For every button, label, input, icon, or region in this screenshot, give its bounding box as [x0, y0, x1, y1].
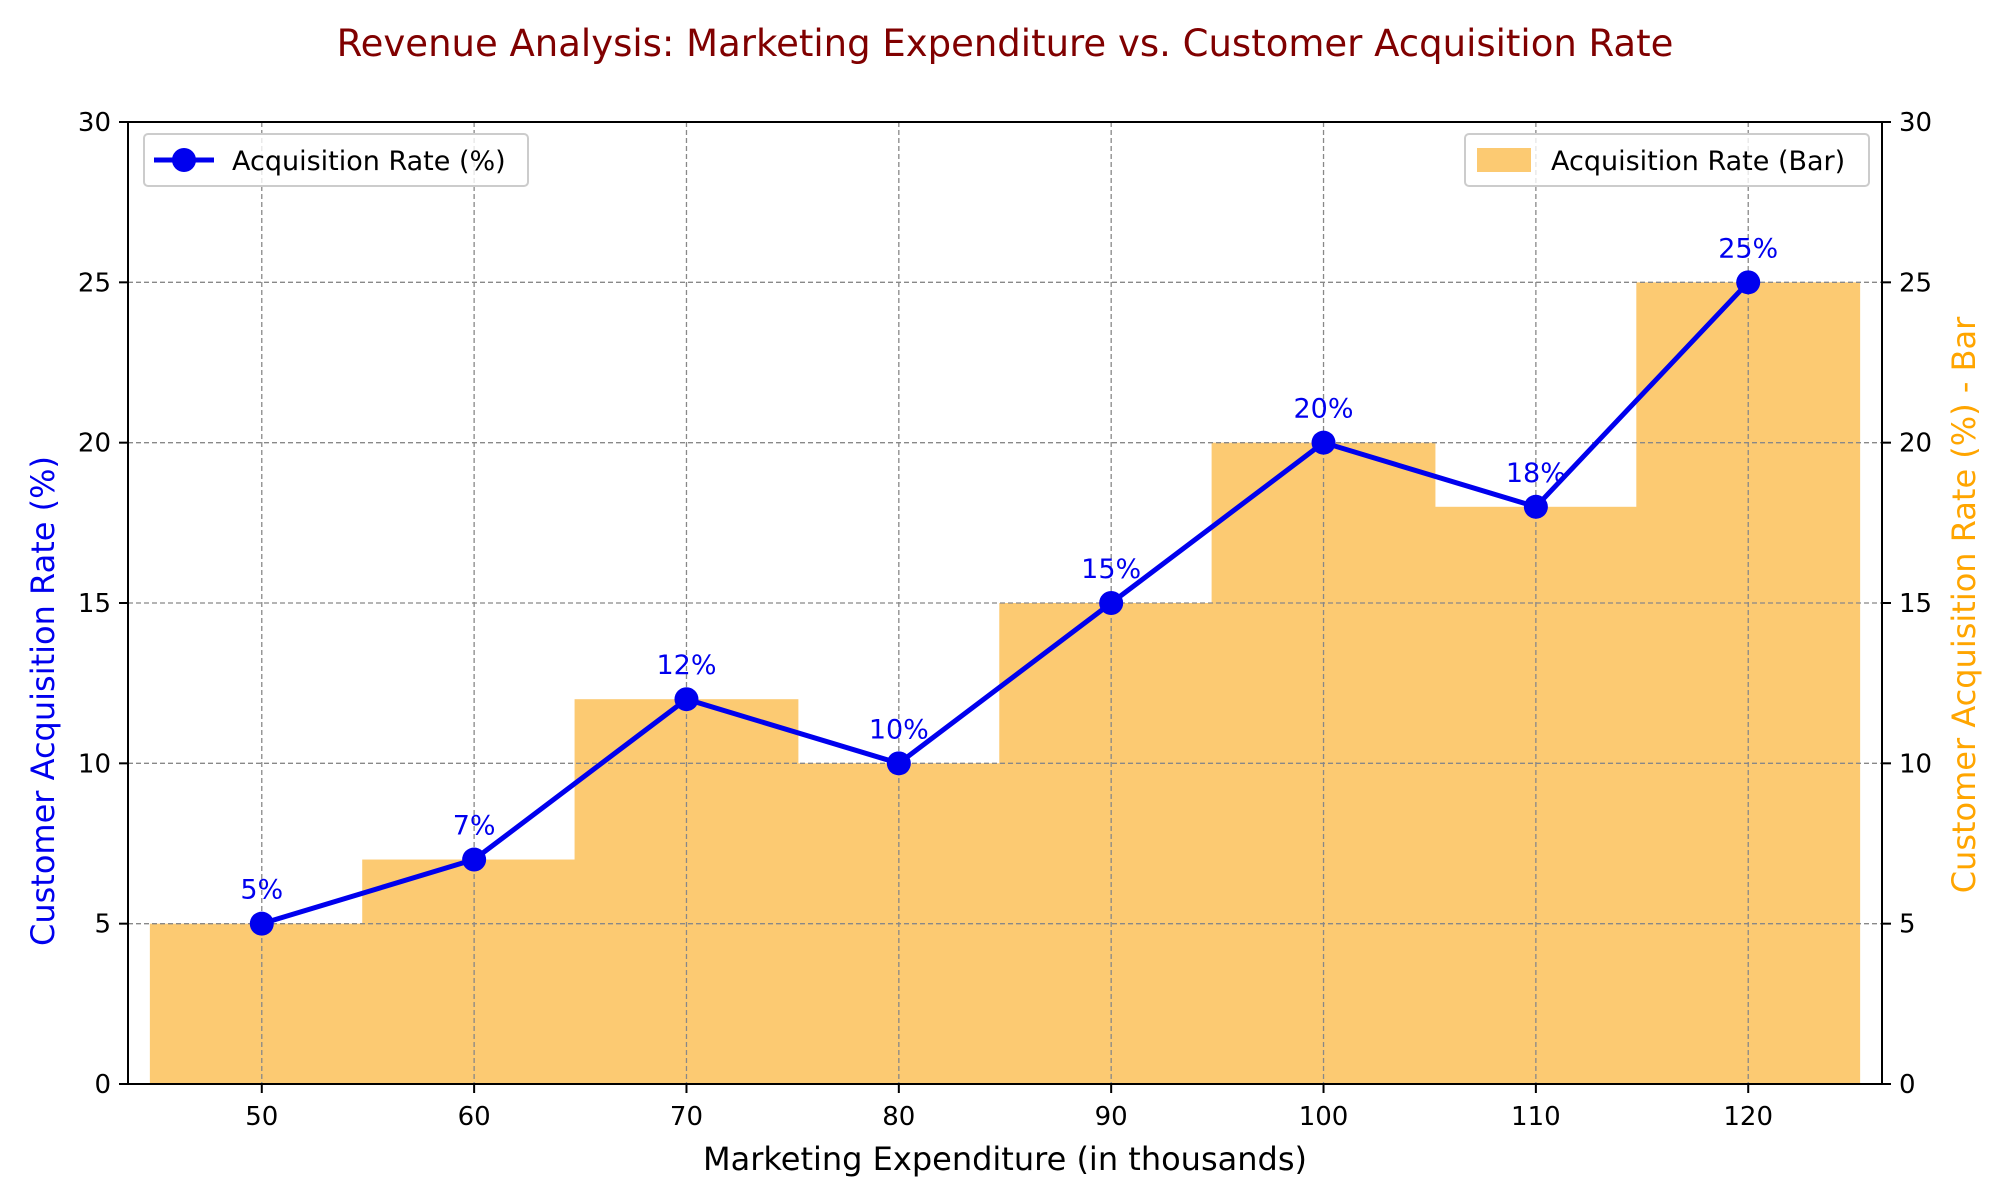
right-y-tick-label-25: 25: [1899, 268, 1932, 298]
line-point-90: [1099, 591, 1124, 615]
line-series-path: [261, 280, 1751, 927]
left-y-tick-label-0: 0: [94, 1070, 111, 1100]
x-axis-label: Marketing Expenditure (in thousands): [703, 1140, 1307, 1178]
legend-line-label: Acquisition Rate (%): [232, 146, 506, 177]
x-tick-label-110: 110: [1511, 1102, 1561, 1132]
line-point-100: [1311, 430, 1336, 455]
x-tick-label-120: 120: [1723, 1102, 1773, 1132]
line-point-80: [886, 751, 911, 776]
left-y-tick-label-5: 5: [94, 910, 111, 940]
legend-line-marker: [172, 148, 196, 172]
left-y-tick-label-30: 30: [78, 108, 111, 138]
right-y-tick-label-5: 5: [1899, 910, 1916, 940]
line-point-70: [674, 687, 699, 712]
x-tick-label-50: 50: [245, 1102, 278, 1132]
x-tick-label-60: 60: [458, 1102, 491, 1132]
data-label-70: 12%: [656, 650, 716, 681]
data-label-60: 7%: [453, 811, 496, 842]
right-y-tick-label-0: 0: [1899, 1070, 1916, 1100]
x-tick-label-80: 80: [882, 1102, 915, 1132]
legend-bar-swatch: [1477, 148, 1531, 172]
line-point-50: [249, 911, 274, 936]
data-label-80: 10%: [869, 714, 929, 745]
x-tick-label-100: 100: [1299, 1102, 1349, 1132]
legend-line-box: [143, 133, 529, 187]
right-y-tick-label-15: 15: [1899, 589, 1932, 619]
axes-layer: 50 60 70 80 90 100 110 120 0 0 5 5 10 10 15 15 20 20 25 25 3…: [78, 108, 1932, 1132]
data-label-90: 15%: [1081, 554, 1141, 585]
data-label-50: 5%: [240, 875, 283, 906]
data-label-110: 18%: [1506, 458, 1566, 489]
line-layer: 5% 7% 12% 10% 15% 20% 18% 25%: [240, 233, 1778, 936]
x-tick-label-70: 70: [670, 1102, 703, 1132]
legend-line-series: Acquisition Rate (%): [143, 133, 529, 187]
grid-layer: [128, 122, 1882, 1084]
left-y-axis-label: Customer Acquisition Rate (%): [24, 456, 62, 946]
x-tick-label-90: 90: [1095, 1102, 1128, 1132]
right-y-axis-label: Customer Acquisition Rate (%) - Bar: [1945, 316, 1983, 893]
left-y-tick-label-10: 10: [78, 749, 111, 779]
left-y-tick-label-20: 20: [78, 429, 111, 459]
line-point-60: [462, 847, 487, 872]
left-y-tick-label-25: 25: [78, 268, 111, 298]
line-point-120: [1736, 270, 1761, 295]
right-y-tick-label-20: 20: [1899, 429, 1932, 459]
legend-bar-box: [1464, 133, 1870, 187]
left-y-tick-label-15: 15: [78, 589, 111, 619]
chart-title: Revenue Analysis: Marketing Expenditure …: [337, 22, 1674, 65]
data-label-120: 25%: [1718, 233, 1778, 264]
legend-bar-label: Acquisition Rate (Bar): [1551, 146, 1845, 177]
legend-bar-series: Acquisition Rate (Bar): [1464, 133, 1870, 187]
data-label-100: 20%: [1294, 394, 1354, 425]
right-y-tick-label-10: 10: [1899, 749, 1932, 779]
right-y-tick-label-30: 30: [1899, 108, 1932, 138]
line-point-110: [1523, 494, 1548, 519]
